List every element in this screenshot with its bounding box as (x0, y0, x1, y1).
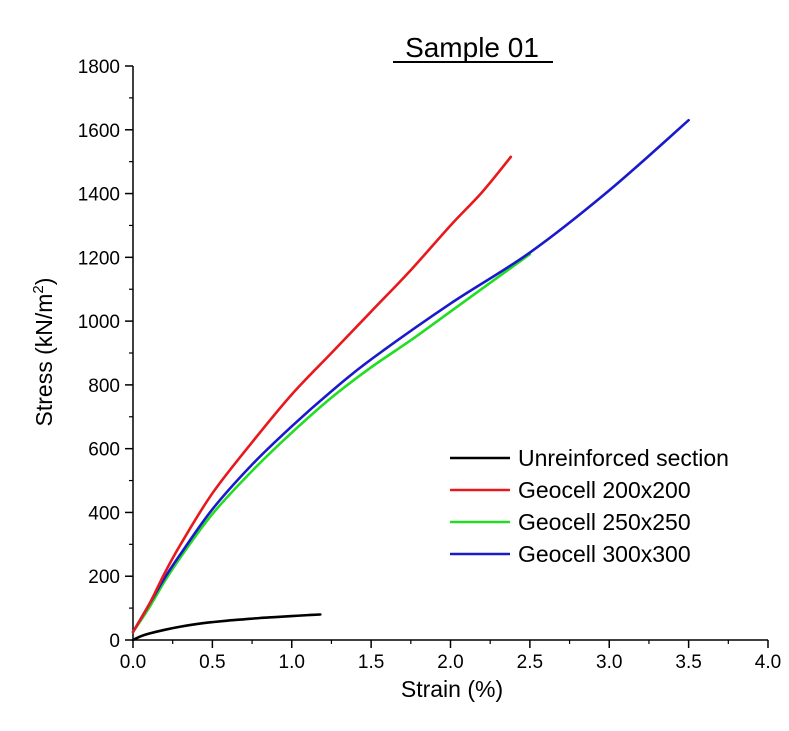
x-tick-label: 3.5 (675, 652, 701, 673)
legend-label-1: Unreinforced section (518, 445, 729, 471)
legend-label-4: Geocell 300x300 (518, 541, 691, 567)
chart-title: Sample 01 (405, 32, 539, 63)
series-line-1 (131, 613, 322, 642)
x-axis-label: Strain (%) (401, 676, 503, 702)
y-tick-label: 1800 (78, 57, 120, 78)
y-axis-label-main: Stress (kN/m (31, 294, 57, 427)
axes: 0.0 0.5 1.0 1.5 2.0 2.5 3.0 3.5 4.0 0 200 400 600 800… (78, 57, 781, 673)
y-tick-label: 1200 (78, 248, 120, 269)
x-tick-label: 4.0 (755, 652, 781, 673)
x-tick-label: 0.5 (199, 652, 225, 673)
y-axis-label: Stress (kN/m2) (30, 278, 57, 427)
series-line-2 (131, 155, 513, 634)
y-axis-label-close: ) (31, 278, 57, 286)
x-tick-label: 1.0 (279, 652, 305, 673)
series-line-3 (131, 252, 532, 634)
legend-label-2: Geocell 200x200 (518, 477, 691, 503)
legend-label-3: Geocell 250x250 (518, 509, 691, 535)
x-tick-label: 0.0 (120, 652, 146, 673)
x-tick-label: 1.5 (358, 652, 384, 673)
x-tick-label: 2.0 (437, 652, 463, 673)
y-axis-label-sup: 2 (30, 285, 47, 293)
y-tick-label: 400 (88, 503, 120, 524)
y-tick-label: 1600 (78, 121, 120, 142)
y-tick-label: 800 (88, 376, 120, 397)
series-line-4 (131, 118, 690, 634)
series-layer (131, 118, 690, 642)
x-tick-label: 3.0 (596, 652, 622, 673)
x-tick-label: 2.5 (517, 652, 543, 673)
legend: Unreinforced section Geocell 200x200 Geoce… (450, 445, 729, 567)
y-tick-label: 600 (88, 440, 120, 461)
y-tick-label: 1000 (78, 312, 120, 333)
y-tick-label: 1400 (78, 185, 120, 206)
y-tick-label: 0 (109, 631, 120, 652)
y-tick-label: 200 (88, 567, 120, 588)
